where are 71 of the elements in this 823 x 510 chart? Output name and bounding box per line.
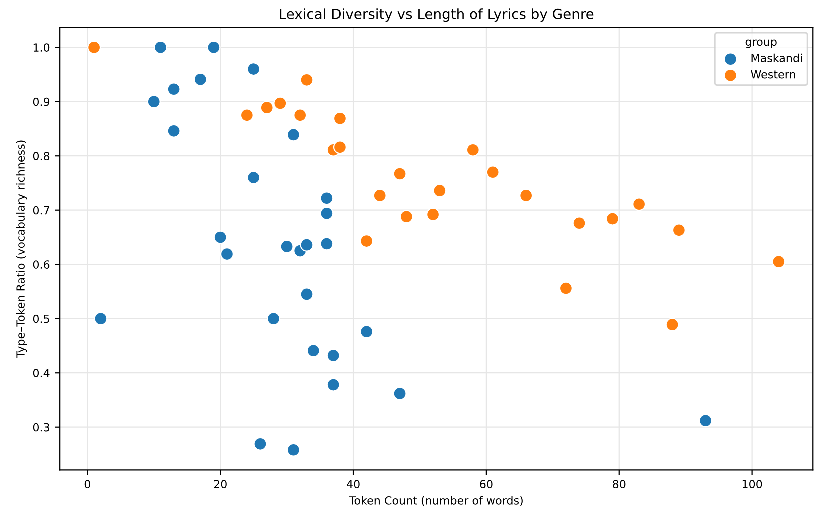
- point: [572, 216, 586, 230]
- point: [373, 188, 387, 202]
- point: [320, 237, 334, 251]
- point: [300, 238, 314, 252]
- point: [207, 40, 221, 54]
- point: [154, 40, 168, 54]
- point: [286, 443, 300, 457]
- point: [240, 108, 254, 122]
- point: [486, 166, 500, 180]
- x-tick-label: 20: [214, 480, 227, 489]
- point: [167, 124, 181, 138]
- point: [254, 437, 268, 451]
- point: [672, 224, 686, 238]
- y-axis-title: Type–Token Ratio (vocabulary richness): [16, 140, 28, 358]
- point: [320, 206, 334, 220]
- legend-title: group: [746, 40, 777, 48]
- chart-title: Lexical Diversity vs Length of Lyrics by Genre: [280, 8, 594, 22]
- point: [400, 210, 414, 224]
- point: [194, 72, 208, 86]
- point: [260, 101, 274, 115]
- point: [88, 40, 102, 54]
- y-tick-label: 0.9: [33, 98, 50, 106]
- x-tick-label: 60: [480, 480, 493, 489]
- point: [559, 282, 573, 296]
- y-tick-label: 0.6: [33, 260, 50, 269]
- point: [520, 188, 534, 202]
- x-tick-label: 0: [84, 480, 90, 489]
- point: [426, 208, 440, 222]
- point: [320, 192, 334, 206]
- point: [220, 248, 234, 262]
- y-tick-label: 0.8: [33, 152, 50, 160]
- point: [247, 171, 261, 185]
- point: [666, 318, 680, 332]
- x-tick-label: 100: [742, 480, 762, 489]
- point: [214, 230, 228, 244]
- point: [94, 312, 108, 326]
- point: [326, 348, 340, 363]
- x-axis-title: Token Count (number of words): [349, 496, 523, 506]
- point: [306, 344, 320, 358]
- legend-label: Maskandi: [752, 54, 802, 62]
- point: [632, 198, 646, 212]
- point: [393, 386, 407, 400]
- point: [466, 143, 480, 157]
- point: [286, 128, 300, 142]
- y-tick-label: 0.7: [33, 206, 50, 215]
- point: [300, 288, 314, 302]
- point: [333, 112, 347, 126]
- point: [294, 108, 308, 122]
- point: [699, 414, 713, 428]
- x-tick-label: 80: [613, 480, 626, 489]
- point: [247, 62, 261, 76]
- point: [147, 95, 161, 109]
- y-tick-label: 0.3: [33, 423, 50, 432]
- point: [266, 312, 281, 326]
- point: [606, 212, 620, 226]
- point: [772, 255, 786, 269]
- point: [433, 184, 447, 198]
- point: [326, 378, 340, 392]
- point: [360, 325, 374, 339]
- y-tick-label: 1.0: [34, 44, 50, 52]
- point: [300, 73, 314, 87]
- point: [167, 82, 181, 96]
- point: [280, 240, 294, 254]
- y-tick-label: 0.5: [33, 314, 50, 324]
- y-tick-label: 0.4: [33, 369, 50, 378]
- point: [274, 96, 288, 110]
- point: [393, 167, 407, 181]
- x-tick-label: 40: [346, 480, 360, 489]
- legend-label: Western: [751, 70, 796, 79]
- point: [333, 140, 347, 154]
- point: [360, 234, 374, 248]
